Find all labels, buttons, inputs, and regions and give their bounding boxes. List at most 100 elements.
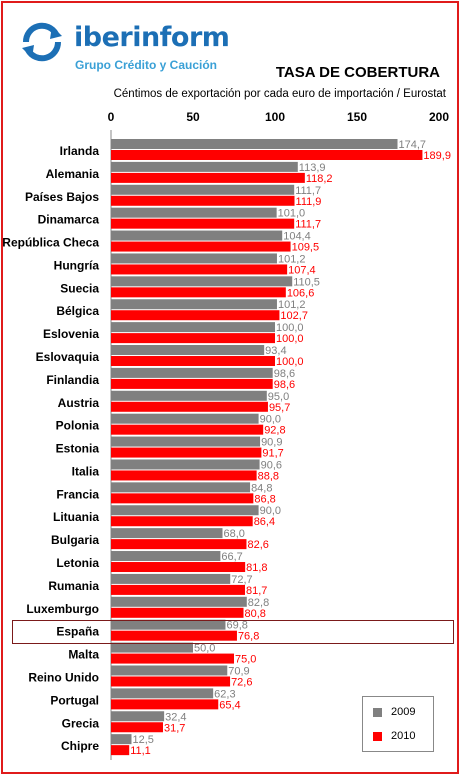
bar-2010-belgica: [111, 310, 280, 321]
brand-name: iberinform: [74, 22, 230, 53]
bar-2009-paises-bajos: [111, 184, 295, 195]
data-label-2010-espana: 76,8: [238, 631, 259, 643]
data-label-2010-alemania: 118,2: [306, 173, 333, 185]
legend-swatch-2010: [373, 732, 382, 741]
bar-2010-letonia: [111, 562, 246, 573]
bar-2010-chipre: [111, 745, 130, 756]
bar-2010-portugal: [111, 699, 219, 710]
data-label-2010-finlandia: 98,6: [274, 379, 295, 391]
data-label-2009-letonia: 66,7: [221, 551, 242, 563]
data-label-2009-finlandia: 98,6: [274, 368, 295, 380]
chart-title: TASA DE COBERTURA: [275, 64, 440, 81]
data-label-2010-belgica: 102,7: [280, 310, 308, 322]
data-label-2009-espana: 69,8: [226, 620, 247, 632]
x-tick-label: 0: [108, 110, 115, 124]
bar-2009-estonia: [111, 436, 261, 447]
data-label-2009-italia: 90,6: [261, 459, 282, 471]
category-label-hungria: Hungría: [54, 258, 100, 272]
bar-2009-irlanda: [111, 139, 398, 149]
data-label-2010-portugal: 65,4: [219, 699, 240, 711]
category-label-luxemburgo: Luxemburgo: [26, 602, 99, 616]
bar-2010-estonia: [111, 447, 262, 458]
bar-2009-alemania: [111, 161, 298, 172]
bar-2009-italia: [111, 459, 260, 470]
bar-2010-alemania: [111, 172, 305, 183]
legend-label-2009: 2009: [391, 706, 416, 718]
data-label-2010-suecia: 106,6: [287, 287, 315, 299]
data-label-2010-republica-checa: 109,5: [292, 242, 320, 254]
data-label-2009-bulgaria: 68,0: [224, 528, 245, 540]
bar-2010-luxemburgo: [111, 607, 244, 618]
data-label-2009-suecia: 110,5: [293, 276, 320, 288]
category-label-portugal: Portugal: [50, 693, 99, 707]
category-label-estonia: Estonia: [56, 442, 100, 456]
bar-2009-suecia: [111, 276, 293, 287]
data-label-2009-alemania: 113,9: [299, 162, 326, 174]
chart-subtitle: Céntimos de exportación por cada euro de…: [113, 88, 446, 100]
category-label-rumania: Rumania: [48, 579, 99, 593]
category-label-paises-bajos: Países Bajos: [25, 190, 99, 204]
category-label-reino-unido: Reino Unido: [28, 670, 99, 684]
bar-2010-hungria: [111, 264, 288, 275]
category-label-malta: Malta: [68, 648, 99, 662]
data-label-2010-eslovenia: 100,0: [276, 333, 304, 345]
bar-2009-hungria: [111, 253, 277, 264]
legend-swatch-2009: [373, 708, 382, 717]
data-label-2009-belgica: 101,2: [278, 299, 306, 311]
category-label-alemania: Alemania: [46, 167, 100, 181]
legend-label-2010: 2010: [391, 730, 416, 742]
category-label-polonia: Polonia: [56, 419, 100, 433]
brand-tagline: Grupo Crédito y Caución: [75, 58, 218, 72]
highlight-box-espana: [12, 620, 454, 644]
data-label-2009-lituania: 90,0: [260, 505, 281, 517]
data-label-2009-eslovaquia: 93,4: [265, 345, 286, 357]
x-tick-label: 100: [265, 110, 285, 124]
bar-2010-malta: [111, 653, 234, 664]
category-label-francia: Francia: [56, 487, 99, 501]
category-label-eslovenia: Eslovenia: [43, 327, 99, 341]
bar-2009-republica-checa: [111, 230, 283, 241]
data-label-2010-austria: 95,7: [269, 402, 290, 414]
category-label-lituania: Lituania: [53, 510, 99, 524]
bar-2010-finlandia: [111, 378, 273, 389]
data-label-2010-grecia: 31,7: [164, 722, 185, 734]
bar-2010-suecia: [111, 287, 286, 298]
data-label-2010-eslovaquia: 100,0: [276, 356, 304, 368]
category-label-chipre: Chipre: [61, 739, 99, 753]
category-label-irlanda: Irlanda: [60, 144, 100, 158]
data-label-2009-portugal: 62,3: [214, 688, 235, 700]
bar-2009-belgica: [111, 299, 277, 310]
x-tick-label: 150: [347, 110, 367, 124]
category-label-grecia: Grecia: [62, 716, 100, 730]
data-label-2010-polonia: 92,8: [264, 425, 285, 437]
bar-2010-grecia: [111, 722, 163, 733]
circular-arrows-logo-icon: [22, 22, 62, 62]
data-label-2009-austria: 95,0: [268, 391, 289, 403]
bar-2010-austria: [111, 401, 268, 412]
bar-2009-chipre: [111, 734, 132, 745]
bar-2010-francia: [111, 493, 254, 504]
category-label-letonia: Letonia: [56, 556, 99, 570]
chart-legend: 2009 2010: [362, 696, 434, 752]
data-label-2010-paises-bajos: 111,9: [296, 196, 322, 208]
data-label-2009-francia: 84,8: [251, 482, 272, 494]
bar-2009-bulgaria: [111, 528, 223, 539]
data-label-2010-irlanda: 189,9: [423, 150, 451, 162]
brand-logo: iberinform Grupo Crédito y Caución: [18, 18, 238, 78]
category-label-italia: Italia: [72, 464, 100, 478]
data-label-2010-estonia: 91,7: [262, 448, 283, 460]
x-tick-label: 50: [186, 110, 200, 124]
data-label-2009-reino-unido: 70,9: [228, 665, 249, 677]
bar-2009-lituania: [111, 505, 259, 516]
bar-2009-austria: [111, 390, 267, 401]
data-label-2009-estonia: 90,9: [261, 437, 282, 449]
data-label-2009-hungria: 101,2: [278, 253, 306, 265]
bar-2010-eslovaquia: [111, 356, 275, 367]
bar-2010-bulgaria: [111, 539, 247, 550]
data-label-2009-polonia: 90,0: [260, 414, 281, 426]
data-label-2009-grecia: 32,4: [165, 711, 186, 723]
data-label-2010-letonia: 81,8: [246, 562, 267, 574]
bar-2010-irlanda: [111, 150, 423, 160]
bar-2010-polonia: [111, 424, 264, 435]
